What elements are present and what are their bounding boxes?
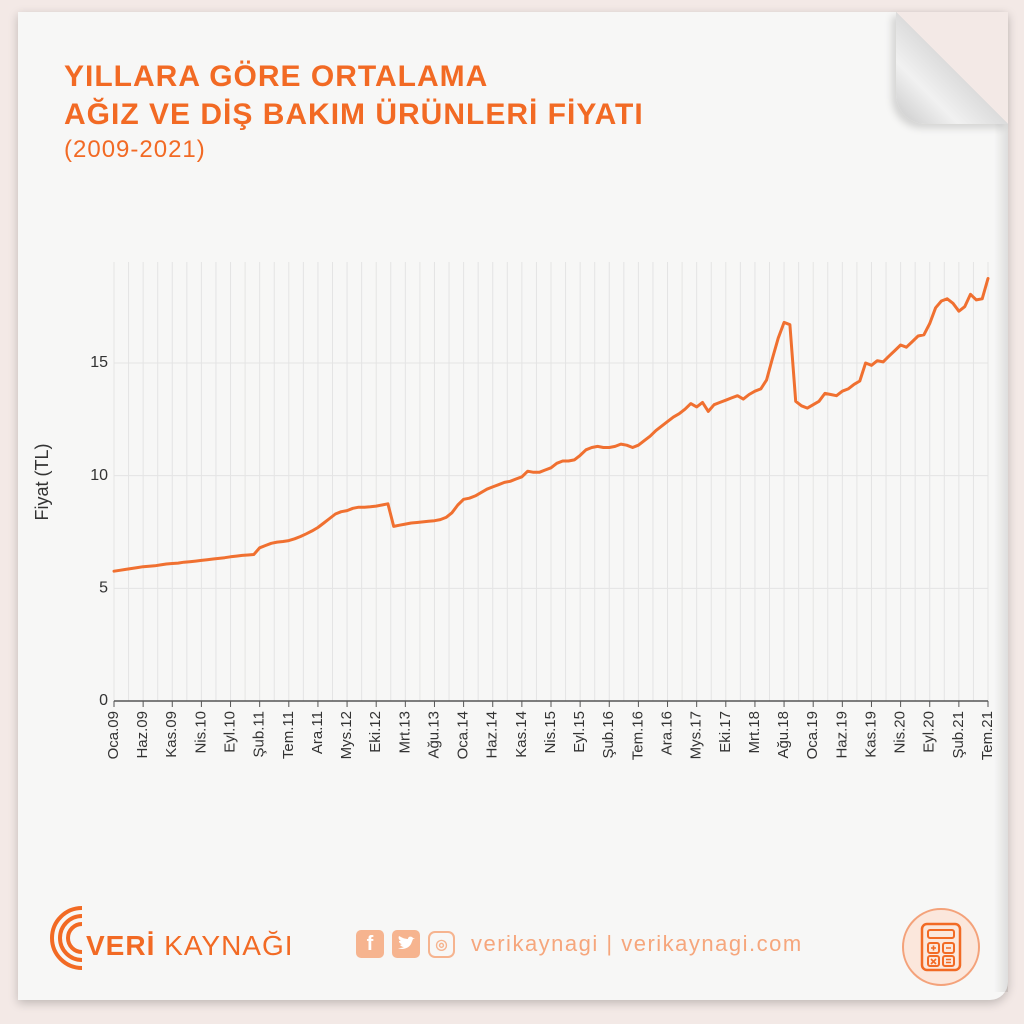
series-line: [112, 277, 990, 573]
paper-edge-shadow: [994, 124, 1008, 992]
x-tick-label: Kas.19: [862, 711, 879, 758]
x-tick-label: Eyl.20: [921, 711, 938, 753]
x-tick-label: Şub.11: [251, 711, 268, 757]
facebook-icon[interactable]: f: [356, 930, 384, 958]
paper-background: [18, 12, 1008, 1000]
x-tick-label: Ağu.13: [425, 711, 442, 759]
series-layer: [112, 277, 990, 573]
x-tick-label: Oca.19: [804, 711, 821, 759]
x-tick-label: Oca.14: [455, 711, 472, 759]
calculator-badge: [902, 908, 980, 986]
x-tick-label: Nis.20: [892, 711, 909, 754]
calculator-icon: [920, 922, 962, 972]
x-tick-label: Tem.21: [979, 711, 996, 760]
x-tick-label: Tem.16: [629, 711, 646, 760]
y-tick-label: 15: [90, 354, 108, 371]
x-tick-label: Haz.14: [484, 711, 501, 759]
brand-logo-icon: [50, 906, 83, 970]
y-tick-label: 5: [99, 580, 108, 597]
x-tick-label: Eyl.10: [222, 711, 239, 753]
x-tick-label: Kas.09: [163, 711, 180, 758]
x-tick-label: Tem.11: [280, 711, 297, 759]
page-curl-icon: [896, 12, 1008, 124]
x-tick-label: Haz.19: [833, 711, 850, 759]
x-tick-label: Eki.17: [717, 711, 734, 753]
title-line-2: AĞIZ VE DİŞ BAKIM ÜRÜNLERİ FİYATI: [64, 98, 644, 131]
brand-name: VERİ KAYNAĞI: [86, 930, 294, 962]
x-tick-label: Haz.09: [134, 711, 151, 759]
y-tick-label: 0: [99, 692, 108, 709]
grid-layer: [113, 262, 989, 702]
brand-name-rest: KAYNAĞI: [155, 930, 294, 961]
x-tick-label: Ara.16: [659, 711, 676, 755]
twitter-icon[interactable]: [392, 930, 420, 958]
x-tick-label: Eyl.15: [571, 711, 588, 753]
x-tick-label: Mys.17: [688, 711, 705, 759]
x-tick-label: Mys.12: [338, 711, 355, 759]
y-tick-label: 10: [90, 467, 108, 484]
x-tick-label: Ara.11: [309, 711, 326, 754]
instagram-icon[interactable]: ◎: [428, 930, 455, 958]
x-tick-label: Mrt.18: [746, 711, 763, 754]
x-tick-label: Nis.10: [192, 711, 209, 754]
x-tick-label: Nis.15: [542, 711, 559, 754]
footer-links-text[interactable]: verikaynagi | verikaynagi.com: [471, 931, 803, 956]
x-tick-label: Mrt.13: [396, 711, 413, 754]
x-tick-label: Kas.14: [513, 711, 530, 758]
x-tick-label: Ağu.18: [775, 711, 792, 759]
footer-links: f ◎ verikaynagi | verikaynagi.com: [356, 930, 803, 958]
x-tick-label: Şub.16: [600, 711, 617, 759]
title-line-1: YILLARA GÖRE ORTALAMA: [64, 60, 489, 93]
axis-layer: Oca.09 Haz.09 Kas.09 Nis.10 Eyl.10 Şub.11 Tem.…: [32, 354, 996, 760]
x-tick-label: Şub.21: [950, 711, 967, 759]
page-subtitle: (2009-2021): [64, 136, 206, 163]
x-tick-label: Oca.09: [105, 711, 122, 759]
y-axis-label: Fiyat (TL): [32, 443, 52, 520]
brand-name-bold: VERİ: [86, 930, 156, 961]
x-tick-label: Eki.12: [367, 711, 384, 753]
page-title: YILLARA GÖRE ORTALAMA AĞIZ VE DİŞ BAKIM …: [64, 58, 644, 134]
